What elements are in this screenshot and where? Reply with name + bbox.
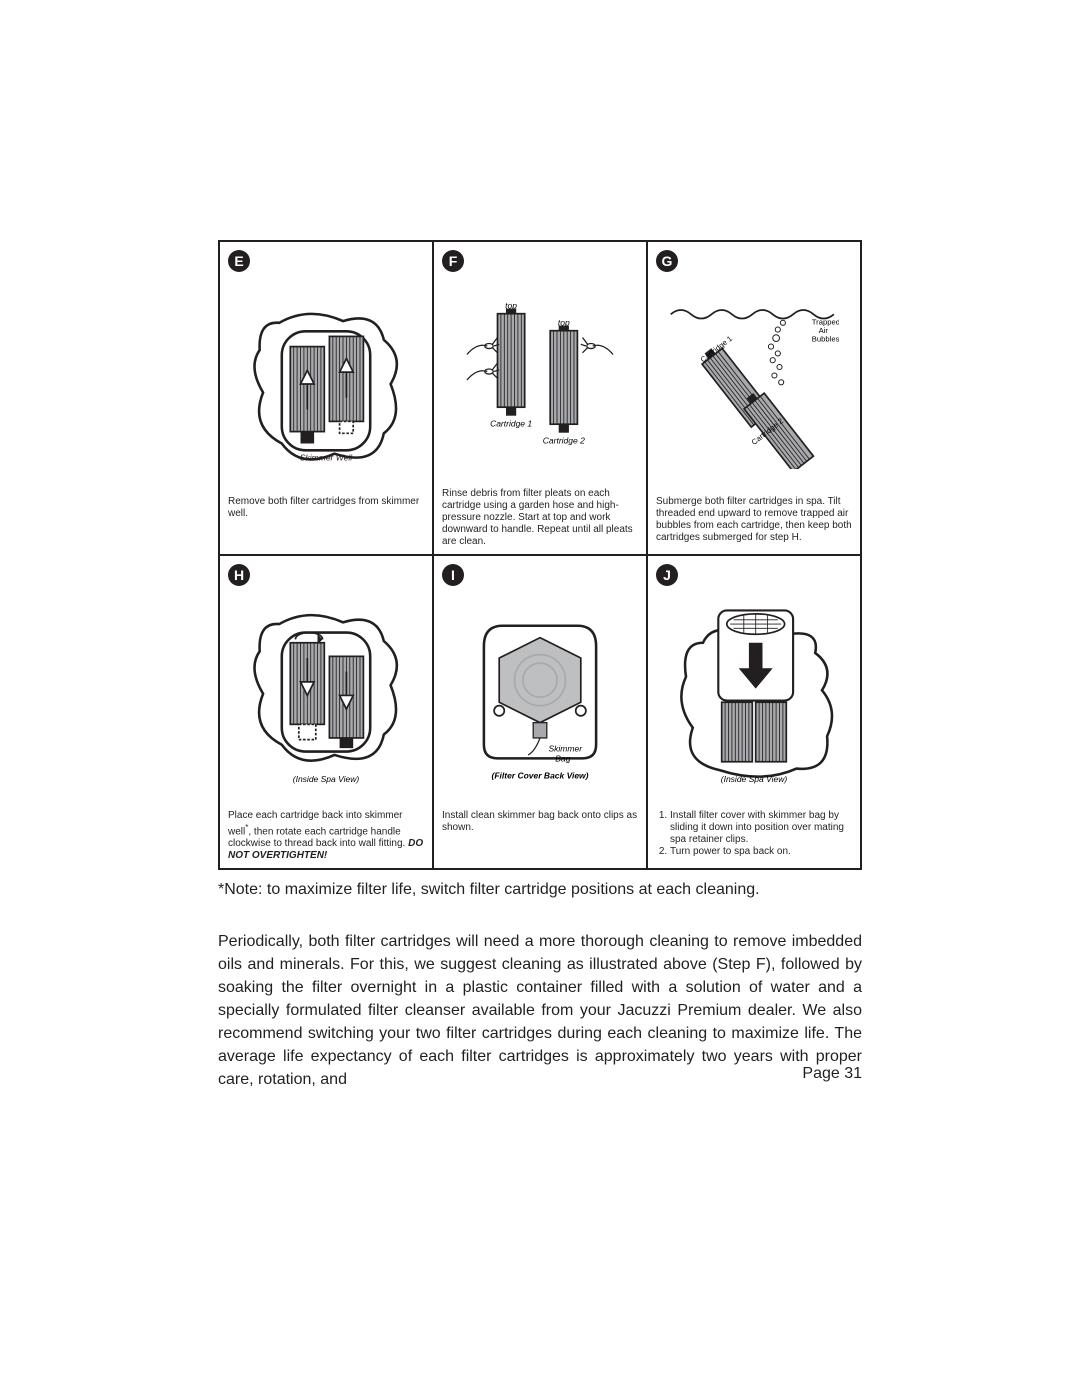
step-h: H <box>219 555 433 869</box>
svg-text:(Inside Spa View): (Inside Spa View) <box>721 774 788 784</box>
step-g-illustration: Trapped Air Bubbles Cartridge 1 Cartridg… <box>656 276 852 492</box>
step-j: J <box>647 555 861 869</box>
step-f-caption: Rinse debris from filter pleats on each … <box>442 484 638 548</box>
note-text: *Note: to maximize filter life, switch f… <box>218 880 862 900</box>
step-e-illustration: Skimmer Well <box>228 276 424 492</box>
step-i-badge: I <box>442 564 464 586</box>
step-j-item-1: Install filter cover with skimmer bag by… <box>670 810 852 846</box>
page: E <box>0 0 1080 1397</box>
step-j-badge: J <box>656 564 678 586</box>
svg-text:Skimmer: Skimmer <box>549 744 584 754</box>
svg-text:Air: Air <box>819 326 829 335</box>
step-h-badge: H <box>228 564 250 586</box>
page-number: Page 31 <box>802 1065 862 1083</box>
instruction-grid: E <box>218 240 862 870</box>
label-skimmer-well: Skimmer Well <box>300 453 353 463</box>
step-f-illustration: top top Cartridge 1 <box>442 276 638 484</box>
svg-text:Trapped: Trapped <box>812 318 839 327</box>
svg-text:Bubbles: Bubbles <box>812 335 839 344</box>
step-g-caption: Submerge both filter cartridges in spa. … <box>656 492 852 548</box>
step-e: E <box>219 241 433 555</box>
svg-text:(Filter Cover Back View): (Filter Cover Back View) <box>492 771 589 781</box>
step-f: F top top Cartridge 1 <box>433 241 647 555</box>
step-h-illustration: (Inside Spa View) <box>228 590 424 806</box>
step-g: G <box>647 241 861 555</box>
step-h-caption: Place each cartridge back into skimmer w… <box>228 806 424 862</box>
svg-text:Bag: Bag <box>555 754 570 764</box>
step-i: I Skimmer Bag <box>433 555 647 869</box>
step-f-badge: F <box>442 250 464 272</box>
step-e-caption: Remove both filter cartridges from skimm… <box>228 492 424 548</box>
step-e-badge: E <box>228 250 250 272</box>
step-j-illustration: (Inside Spa View) <box>656 590 852 806</box>
step-i-caption: Install clean skimmer bag back onto clip… <box>442 806 638 862</box>
svg-text:(Inside Spa View): (Inside Spa View) <box>293 774 360 784</box>
body-paragraph: Periodically, both filter cartridges wil… <box>218 930 862 1091</box>
step-g-badge: G <box>656 250 678 272</box>
step-j-caption: Install filter cover with skimmer bag by… <box>656 806 852 862</box>
svg-text:Cartridge 2: Cartridge 2 <box>543 436 585 446</box>
svg-text:Cartridge 1: Cartridge 1 <box>490 419 532 429</box>
step-i-illustration: Skimmer Bag (Filter Cover Back View) <box>442 590 638 806</box>
step-j-item-2: Turn power to spa back on. <box>670 846 852 858</box>
